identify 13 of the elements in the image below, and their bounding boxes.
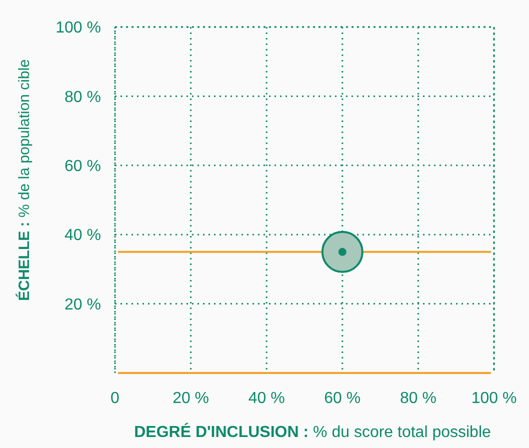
y-tick-label: 100 %: [56, 20, 101, 37]
x-tick-label: 80 %: [400, 390, 436, 407]
x-tick-label: 40 %: [248, 390, 285, 407]
x-axis-title: DEGRÉ D'INCLUSION : % du score total possible: [134, 422, 491, 441]
y-tick-label: 80 %: [64, 88, 101, 106]
y-tick-label: 40 %: [64, 227, 101, 244]
x-tick-label: 60 %: [324, 390, 361, 407]
y-tick-label: 20 %: [64, 296, 101, 314]
y-axis-title: ÉCHELLE : % de la population cible: [15, 59, 33, 301]
x-tick-label: 100 %: [471, 390, 517, 407]
x-tick-label: 0: [110, 390, 120, 407]
x-tick-label: 20 %: [172, 390, 210, 407]
y-tick-label: 60 %: [64, 158, 101, 175]
